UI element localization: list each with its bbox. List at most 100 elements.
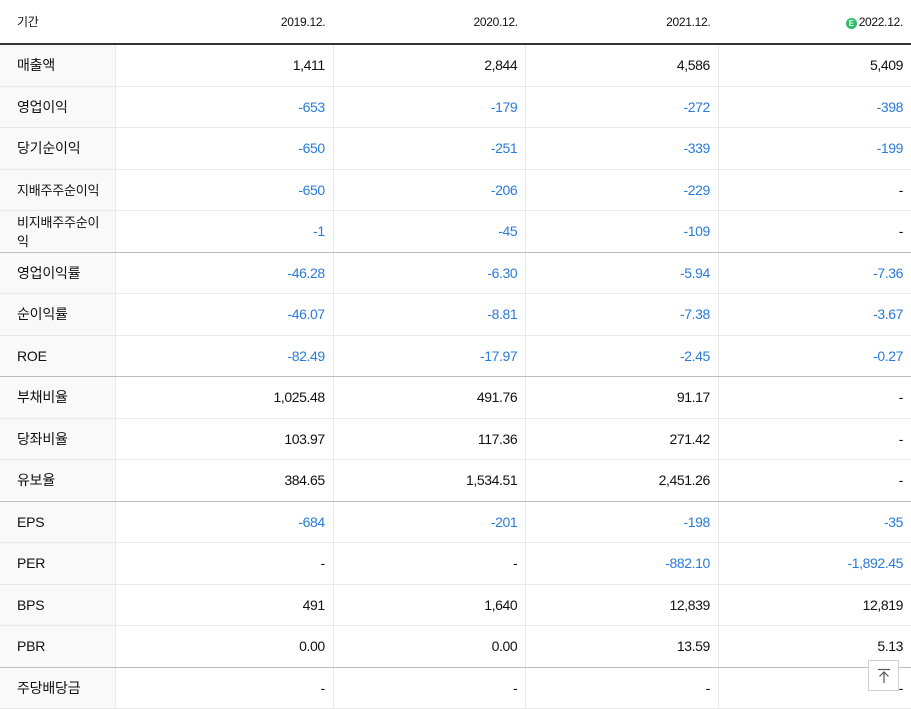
value-cell: 491.76 [332,376,526,419]
value-cell: - [332,542,526,585]
value-cell: -2.45 [525,335,719,377]
row-label: 당기순이익 [0,127,116,170]
value-cell: 384.65 [115,459,334,502]
value-cell: -339 [525,127,719,170]
row-label: 부채비율 [0,376,116,419]
value-cell: 1,534.51 [332,459,526,502]
value-cell: -206 [332,169,526,211]
value-cell: -650 [115,169,334,211]
value-cell: - [717,418,911,460]
value-cell: - [717,210,911,253]
value-cell: -17.97 [332,335,526,377]
row-label: ROE [0,335,116,377]
value-cell: - [717,169,911,211]
value-cell: 1,640 [332,584,526,626]
row-label: EPS [0,501,116,543]
value-cell: - [717,376,911,419]
value-cell: -3.67 [717,293,911,336]
column-header-2020: 2020.12. [333,0,526,45]
row-label: 당좌비율 [0,418,116,460]
value-cell: 2,844 [332,44,526,87]
value-cell: - [115,542,334,585]
value-cell: -653 [115,86,334,128]
table-row: PBR 0.00 0.00 13.59 5.13 [0,625,911,668]
estimate-badge-icon: E [845,17,857,29]
table-row: 비지배주주순이익 -1 -45 -109- [0,210,911,253]
value-cell: -82.49 [115,335,334,377]
table-row: 유보율 384.65 1,534.51 2,451.26- [0,459,911,502]
value-cell: -398 [717,86,911,128]
value-cell: 103.97 [115,418,334,460]
value-cell: 12,819 [717,584,911,626]
row-label: 비지배주주순이익 [0,210,116,253]
value-cell: -179 [332,86,526,128]
value-cell: -5.94 [525,252,719,294]
table-row: BPS 491 1,640 12,839 12,819 [0,584,911,626]
value-cell: - [525,667,719,709]
table-row: 당기순이익 -650 -251 -339 -199 [0,127,911,170]
value-cell: - [115,667,334,709]
column-header-2021: 2021.12. [525,0,719,45]
table-row: EPS -684 -201 -198 -35 [0,501,911,543]
row-label: 매출액 [0,44,116,87]
value-cell: -229 [525,169,719,211]
value-cell: -45 [332,210,526,253]
value-cell: -251 [332,127,526,170]
value-cell: -199 [717,127,911,170]
arrow-up-to-top-icon [877,668,891,684]
row-label: PBR [0,625,116,668]
column-header-2022-estimate: E 2022.12. [718,0,911,45]
column-header-label: 2020.12. [473,14,519,29]
value-cell: -198 [525,501,719,543]
table-row: ROE -82.49 -17.97 -2.45 -0.27 [0,335,911,377]
table-row: 부채비율 1,025.48 491.76 91.17- [0,376,911,419]
value-cell: 2,451.26 [525,459,719,502]
row-label: 지배주주순이익 [0,169,116,211]
table-row: 매출액 1,411 2,844 4,586 5,409 [0,44,911,87]
value-cell: -7.36 [717,252,911,294]
value-cell: -35 [717,501,911,543]
value-cell: 91.17 [525,376,719,419]
value-cell: -0.27 [717,335,911,377]
row-label: 영업이익 [0,86,116,128]
table-row: 영업이익률 -46.28 -6.30 -5.94 -7.36 [0,252,911,294]
table-row: 순이익률 -46.07 -8.81 -7.38 -3.67 [0,293,911,336]
column-header-label: 2019.12. [280,14,326,29]
value-cell: 271.42 [525,418,719,460]
value-cell: -1 [115,210,334,253]
value-cell: -7.38 [525,293,719,336]
row-label: PER [0,542,116,585]
table-row: 지배주주순이익 -650 -206 -229- [0,169,911,211]
row-label: 순이익률 [0,293,116,336]
value-cell: -201 [332,501,526,543]
scroll-to-top-button[interactable] [868,660,899,691]
table-row: 영업이익 -653 -179 -272 -398 [0,86,911,128]
value-cell: -272 [525,86,719,128]
value-cell: - [717,459,911,502]
value-cell: 5,409 [717,44,911,87]
value-cell: -650 [115,127,334,170]
value-cell: 117.36 [332,418,526,460]
table-row: PER - - -882.10 -1,892.45 [0,542,911,585]
column-header-label: 2021.12. [666,14,711,29]
value-cell: -46.07 [115,293,334,336]
value-cell: -882.10 [525,542,719,585]
value-cell: 0.00 [332,625,526,668]
value-cell: 12,839 [525,584,719,626]
table-body: 매출액 1,411 2,844 4,586 5,409 영업이익 -653 -179 -272-… [0,44,911,709]
table-header: 기간 2019.12. 2020.12. 2021.12. E 2022.12. [0,0,911,45]
value-cell: -46.28 [115,252,334,294]
value-cell: 0.00 [115,625,334,668]
row-label: 유보율 [0,459,116,502]
value-cell: 491 [115,584,334,626]
column-header-2019: 2019.12. [115,0,334,45]
value-cell: 1,411 [115,44,334,87]
row-label: 주당배당금 [0,667,116,709]
value-cell: 4,586 [525,44,719,87]
row-label: BPS [0,584,116,626]
value-cell: 13.59 [525,625,719,668]
value-cell: -8.81 [332,293,526,336]
column-header-label: 2022.12. [858,14,904,29]
value-cell: - [332,667,526,709]
